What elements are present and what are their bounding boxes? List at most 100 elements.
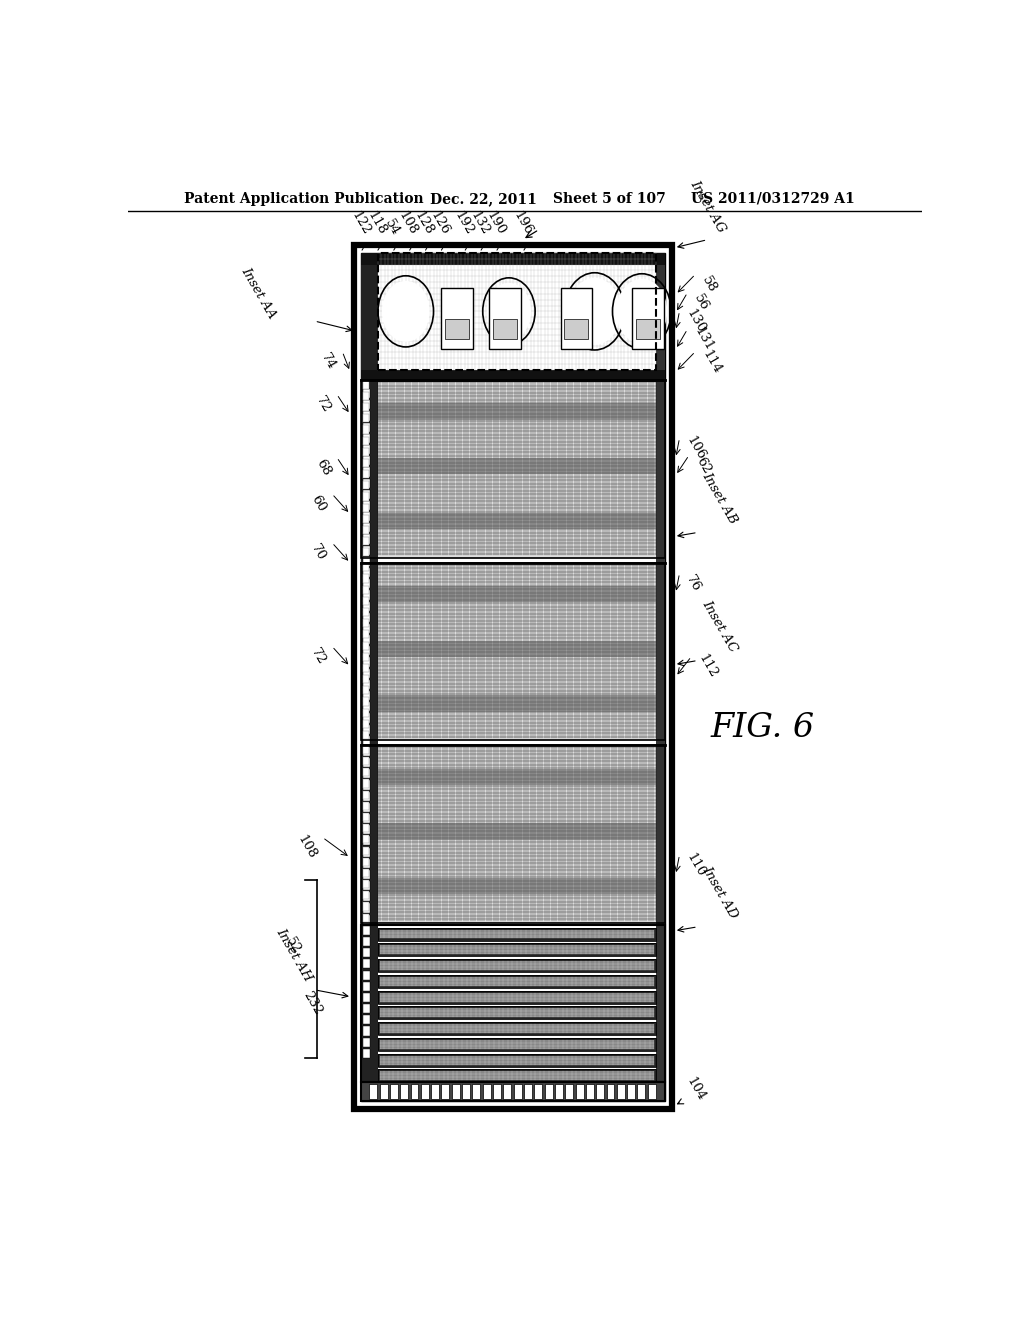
Bar bbox=[362, 859, 370, 867]
Text: 72: 72 bbox=[308, 645, 328, 667]
Text: Inset AC: Inset AC bbox=[699, 598, 739, 655]
Bar bbox=[378, 990, 655, 1003]
Bar bbox=[380, 1084, 387, 1098]
Bar bbox=[431, 1084, 439, 1098]
Bar bbox=[362, 858, 370, 866]
Bar bbox=[362, 574, 370, 582]
Bar bbox=[362, 719, 370, 727]
Bar bbox=[380, 1056, 654, 1064]
Bar bbox=[362, 537, 370, 545]
Bar bbox=[362, 915, 370, 924]
Bar bbox=[362, 579, 370, 589]
Bar bbox=[362, 647, 370, 656]
Bar bbox=[378, 960, 655, 972]
Bar bbox=[378, 1022, 655, 1035]
Bar bbox=[362, 824, 370, 833]
Bar bbox=[362, 903, 370, 912]
Bar bbox=[362, 669, 370, 677]
Bar bbox=[362, 869, 370, 876]
Bar bbox=[489, 289, 521, 350]
Bar bbox=[400, 1084, 409, 1098]
Text: 62: 62 bbox=[693, 455, 713, 477]
Bar bbox=[378, 944, 655, 956]
Bar bbox=[362, 702, 370, 711]
Bar bbox=[362, 686, 370, 694]
Bar bbox=[378, 990, 655, 1003]
Bar bbox=[378, 1006, 655, 1019]
Bar bbox=[362, 1027, 370, 1036]
Text: 108: 108 bbox=[396, 210, 420, 238]
Bar bbox=[378, 586, 655, 602]
Bar bbox=[362, 609, 370, 616]
Text: 56: 56 bbox=[691, 292, 711, 313]
Bar bbox=[360, 562, 666, 741]
Text: Inset AA: Inset AA bbox=[239, 265, 279, 321]
Bar bbox=[380, 993, 654, 1002]
Bar bbox=[441, 289, 473, 350]
Bar bbox=[362, 512, 370, 521]
Bar bbox=[362, 457, 370, 466]
Bar bbox=[362, 814, 370, 824]
Bar bbox=[378, 944, 655, 956]
Bar bbox=[378, 746, 655, 923]
Bar bbox=[362, 960, 370, 969]
Bar bbox=[362, 602, 370, 611]
Bar bbox=[370, 1084, 377, 1098]
Bar bbox=[362, 993, 370, 1002]
Text: 110: 110 bbox=[684, 850, 708, 879]
Bar bbox=[362, 803, 370, 812]
Bar bbox=[362, 1038, 370, 1047]
Bar bbox=[362, 590, 370, 599]
Text: 58: 58 bbox=[699, 275, 719, 294]
Bar bbox=[362, 470, 370, 478]
Bar bbox=[362, 545, 370, 554]
Bar bbox=[362, 597, 370, 605]
Bar bbox=[362, 870, 370, 879]
Text: Inset AB: Inset AB bbox=[699, 470, 739, 527]
Bar bbox=[378, 1053, 655, 1067]
Bar bbox=[378, 640, 655, 657]
Text: 52: 52 bbox=[283, 936, 303, 956]
Bar bbox=[362, 479, 370, 487]
Bar bbox=[524, 1084, 531, 1098]
Bar bbox=[378, 513, 655, 529]
Bar bbox=[636, 319, 659, 339]
Bar bbox=[362, 652, 370, 661]
Bar bbox=[362, 937, 370, 946]
Text: 232: 232 bbox=[301, 989, 325, 1018]
Bar bbox=[362, 913, 370, 921]
Bar bbox=[362, 500, 370, 510]
Bar bbox=[362, 635, 370, 644]
Bar bbox=[362, 892, 370, 902]
Bar bbox=[362, 880, 370, 890]
Bar bbox=[362, 631, 370, 639]
Bar bbox=[378, 878, 655, 895]
Bar bbox=[362, 400, 370, 409]
Bar bbox=[362, 459, 370, 467]
Bar bbox=[362, 813, 370, 821]
Bar bbox=[596, 1084, 604, 1098]
Text: 130: 130 bbox=[684, 306, 708, 335]
Bar bbox=[616, 1084, 625, 1098]
Bar bbox=[378, 1069, 655, 1082]
Text: 192: 192 bbox=[452, 210, 475, 238]
Bar bbox=[535, 1084, 543, 1098]
Bar bbox=[362, 525, 370, 535]
Bar bbox=[378, 696, 655, 711]
Text: 131: 131 bbox=[691, 325, 716, 354]
Text: Inset AG: Inset AG bbox=[687, 178, 727, 235]
Bar bbox=[362, 948, 370, 957]
Text: Inset AH: Inset AH bbox=[273, 927, 314, 983]
Text: Sheet 5 of 107: Sheet 5 of 107 bbox=[553, 191, 666, 206]
Bar bbox=[378, 1053, 655, 1067]
Bar bbox=[378, 253, 655, 370]
Bar bbox=[360, 253, 378, 1101]
Text: 114: 114 bbox=[699, 347, 723, 376]
Bar bbox=[362, 482, 370, 490]
Bar bbox=[362, 548, 370, 557]
Bar bbox=[586, 1084, 594, 1098]
Bar bbox=[362, 422, 370, 432]
Bar bbox=[606, 1084, 614, 1098]
Bar bbox=[360, 253, 666, 1101]
Text: 190: 190 bbox=[483, 210, 507, 238]
